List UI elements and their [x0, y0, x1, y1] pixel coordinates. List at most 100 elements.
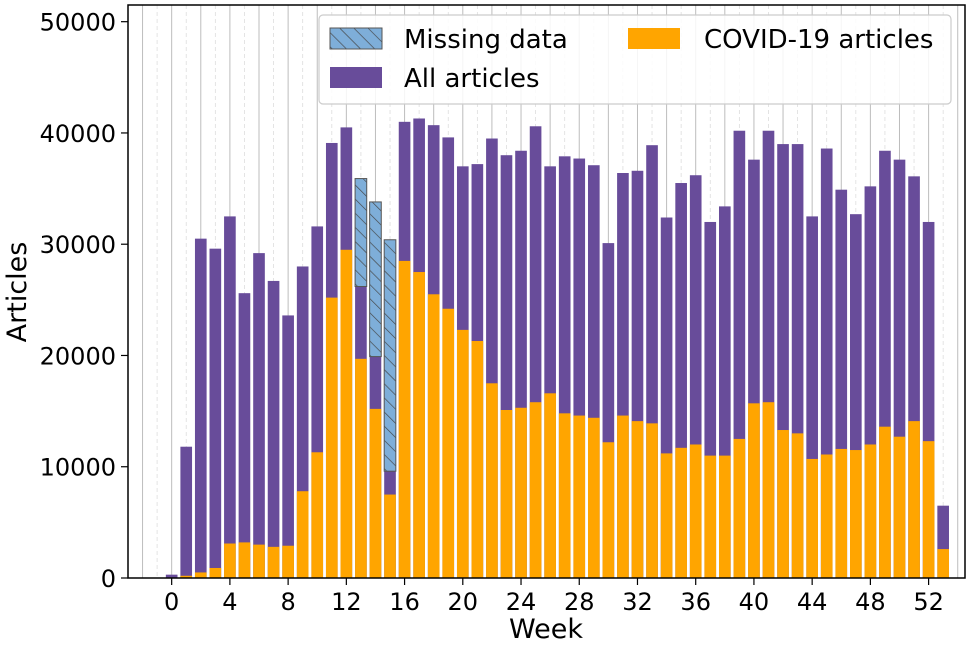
x-axis-ticks: 0 4 8 12 16 20 24 28 32 36 40 44 48 52	[164, 578, 944, 616]
bar-covid-articles-week-32	[631, 421, 644, 578]
bar-all-articles-week-46	[835, 189, 848, 579]
bar-covid-articles-week-6	[253, 544, 265, 578]
bar-covid-articles-week-5	[238, 542, 251, 578]
bar-covid-articles-week-21	[471, 341, 484, 578]
bar-all-articles-week-31	[617, 173, 629, 578]
legend-swatch-all-articles	[330, 67, 382, 88]
bar-all-articles-week-32	[631, 170, 644, 578]
bar-covid-articles-week-13	[355, 358, 367, 578]
bar-covid-articles-week-24	[515, 407, 527, 578]
bar-covid-articles-week-39	[733, 438, 746, 578]
bar-all-articles-week-8	[282, 315, 294, 578]
bar-all-articles-week-49	[879, 150, 891, 578]
bar-covid-articles-week-48	[864, 444, 877, 578]
bar-covid-articles-week-12	[340, 249, 353, 578]
bar-covid-articles-week-7	[267, 546, 280, 578]
legend-label-covid-articles: COVID-19 articles	[704, 25, 933, 55]
bar-covid-articles-week-45	[820, 454, 833, 578]
bar-covid-articles-week-51	[908, 421, 920, 578]
bar-covid-articles-week-36	[689, 444, 702, 578]
x-tick-label: 28	[564, 588, 595, 616]
bar-covid-articles-week-16	[398, 260, 411, 578]
bar-all-articles-week-50	[893, 159, 906, 579]
y-tick-label: 40000	[40, 120, 116, 148]
bar-all-articles-week-25	[529, 126, 542, 578]
bar-covid-articles-week-42	[777, 430, 789, 578]
bars-group	[165, 118, 949, 579]
bar-all-articles-week-5	[238, 293, 251, 578]
bar-covid-articles-week-27	[558, 413, 571, 578]
y-tick-label: 30000	[40, 231, 116, 259]
bar-covid-articles-week-9	[296, 491, 309, 578]
x-tick-label: 24	[506, 588, 537, 616]
bar-all-articles-week-38	[718, 206, 731, 578]
bar-all-articles-week-44	[806, 216, 818, 578]
x-tick-label: 40	[739, 588, 770, 616]
bar-covid-articles-week-1	[180, 575, 193, 578]
bar-covid-articles-week-15	[384, 494, 396, 578]
bar-covid-articles-week-49	[879, 426, 891, 578]
x-tick-label: 20	[448, 588, 479, 616]
legend-label-all-articles: All articles	[404, 64, 540, 94]
legend-label-missing-data: Missing data	[404, 25, 568, 55]
bar-covid-articles-week-31	[617, 415, 629, 578]
y-tick-label: 50000	[40, 9, 116, 37]
bar-all-articles-week-42	[777, 144, 789, 578]
bar-covid-articles-week-33	[646, 423, 658, 578]
bar-all-articles-week-45	[820, 148, 833, 579]
bar-covid-articles-week-41	[762, 402, 775, 578]
y-tick-label: 20000	[40, 342, 116, 370]
bar-covid-articles-week-22	[486, 383, 498, 578]
bar-covid-articles-week-53	[937, 549, 949, 578]
bar-missing-data-week-15	[383, 239, 397, 472]
y-tick-label: 10000	[40, 454, 116, 482]
x-axis-title: Week	[509, 614, 583, 645]
bar-covid-articles-week-37	[704, 455, 717, 578]
bar-covid-articles-week-3	[209, 567, 222, 578]
bar-covid-articles-week-47	[850, 450, 862, 578]
bar-all-articles-week-0	[165, 574, 178, 578]
bar-all-articles-week-9	[296, 266, 309, 578]
bar-all-articles-week-36	[689, 175, 702, 578]
y-tick-label: 0	[101, 565, 116, 593]
bar-covid-articles-week-30	[602, 442, 615, 578]
bar-all-articles-week-39	[733, 130, 746, 579]
legend: Missing data COVID-19 articles All artic…	[318, 14, 952, 105]
x-tick-label: 0	[164, 588, 179, 616]
bar-all-articles-week-10	[311, 226, 324, 578]
bar-covid-articles-week-28	[573, 415, 586, 578]
bar-covid-articles-week-26	[544, 393, 556, 578]
bar-covid-articles-week-2	[194, 572, 207, 578]
bar-covid-articles-week-18	[427, 294, 440, 578]
bar-all-articles-week-24	[515, 150, 527, 578]
bar-all-articles-week-4	[224, 216, 236, 578]
bar-covid-articles-week-29	[587, 417, 600, 578]
bar-covid-articles-week-40	[748, 403, 760, 578]
bar-covid-articles-week-50	[893, 436, 906, 578]
bar-all-articles-week-1	[180, 446, 193, 578]
y-axis-title: Articles	[2, 242, 33, 343]
bar-all-articles-week-22	[486, 138, 498, 578]
bar-all-articles-week-29	[587, 165, 600, 578]
legend-swatch-missing-data	[329, 27, 383, 50]
bar-covid-articles-week-10	[311, 452, 324, 578]
bar-all-articles-week-43	[791, 144, 804, 578]
bar-all-articles-week-6	[253, 253, 265, 578]
bar-covid-articles-week-52	[922, 441, 935, 578]
bar-covid-articles-week-46	[835, 448, 848, 578]
bar-all-articles-week-27	[558, 156, 571, 578]
x-tick-label: 12	[331, 588, 362, 616]
bar-all-articles-week-35	[675, 183, 687, 579]
bar-covid-articles-week-19	[442, 308, 455, 578]
bar-covid-articles-week-35	[675, 447, 687, 578]
bar-all-articles-week-34	[660, 217, 673, 578]
bar-covid-articles-week-17	[413, 272, 425, 578]
legend-frame	[318, 14, 952, 105]
bar-all-articles-week-51	[908, 176, 920, 578]
bar-all-articles-week-28	[573, 158, 586, 578]
plot-area-frame	[127, 4, 966, 579]
bar-covid-articles-week-44	[806, 458, 818, 578]
x-tick-label: 4	[222, 588, 237, 616]
x-tick-label: 32	[622, 588, 653, 616]
